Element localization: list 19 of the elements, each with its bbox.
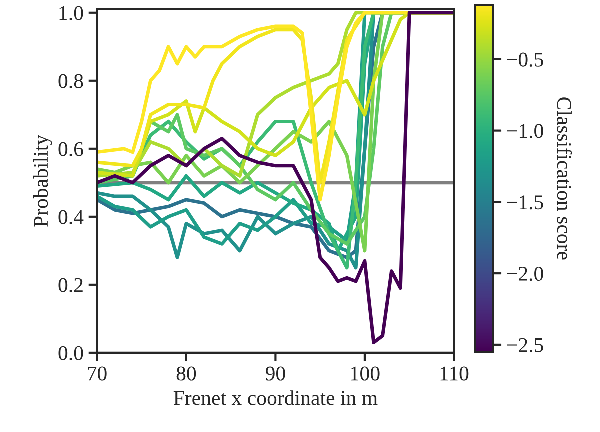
x-tick-label: 80 (176, 366, 196, 381)
y-axis-title: Probability (33, 135, 52, 227)
color-bar-title: Classification score (557, 98, 572, 260)
color-bar-label: −1.5 (507, 196, 544, 210)
y-tick-label: 1.0 (60, 6, 84, 20)
x-axis-title: Frenet x coordinate in m (174, 390, 378, 406)
x-tick-label: 110 (440, 366, 469, 381)
y-tick-label: 0.4 (58, 210, 84, 224)
x-tick-label: 90 (266, 366, 286, 381)
color-bar-label: −0.5 (507, 52, 544, 67)
color-bar-label: −2.0 (507, 266, 544, 282)
y-tick-label: 0.8 (58, 74, 84, 88)
x-tick-label: 70 (88, 366, 107, 381)
color-bar-label: −2.5 (507, 338, 544, 352)
y-tick-label: 0.0 (58, 346, 84, 360)
y-tick-label: 0.2 (58, 278, 83, 292)
y-tick-label: 0.6 (58, 142, 84, 156)
x-tick-label: 100 (351, 366, 380, 381)
color-bar-label: −1.0 (507, 124, 544, 138)
